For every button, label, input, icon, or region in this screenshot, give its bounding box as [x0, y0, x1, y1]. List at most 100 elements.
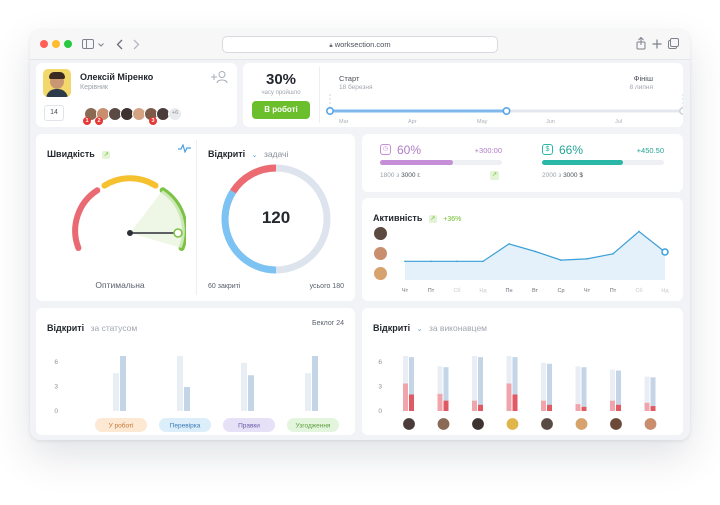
assignee-bar-overdue-dark[interactable] [616, 404, 621, 411]
forward-arrow-icon[interactable] [132, 39, 140, 50]
minimize-window-button[interactable] [52, 40, 60, 48]
notification-badge: 3 [149, 117, 157, 125]
assignee-avatar[interactable] [608, 416, 624, 432]
status-bar-light[interactable] [177, 356, 183, 411]
assignee-bar-light[interactable] [472, 356, 477, 411]
assignee-bar-overdue-dark[interactable] [650, 406, 656, 411]
assignee-bar-light[interactable] [437, 366, 443, 411]
assignee-avatar[interactable] [539, 416, 555, 432]
speed-gauge [72, 175, 186, 251]
timeline-month-label: May [477, 119, 488, 125]
money-detail: 2000 з 3000 $ [542, 172, 583, 179]
status-bar-dark[interactable] [120, 356, 126, 411]
assignee-avatar[interactable] [470, 416, 486, 432]
status-bar-dark[interactable] [312, 356, 318, 411]
status-bar-light[interactable] [113, 373, 119, 411]
tabs-overview-icon[interactable] [668, 38, 679, 49]
assignee-bar-overdue-dark[interactable] [512, 394, 518, 412]
assignee-bar-overdue-dark[interactable] [409, 394, 414, 412]
assignee-bar-dark[interactable] [478, 357, 483, 411]
assignee-bar-overdue[interactable] [541, 400, 546, 411]
donut-red-arc [230, 164, 277, 194]
status-bar-light[interactable] [241, 362, 247, 411]
status-bar-dark[interactable] [184, 386, 190, 411]
status-pill-label: Перевірка [170, 422, 201, 430]
timeline[interactable]: Mar Apr May Jun Jul [323, 93, 683, 127]
new-tab-icon[interactable] [652, 39, 662, 49]
profile-avatar[interactable] [43, 69, 71, 97]
status-bar-dark[interactable] [248, 375, 254, 411]
speed-title-text: Швидкість [47, 149, 95, 159]
donut-blue-arc [221, 189, 277, 274]
open-tasks-donut [221, 164, 331, 274]
assignee-avatar[interactable] [401, 416, 417, 432]
assignee-bar-dark[interactable] [443, 367, 449, 411]
divider [319, 67, 320, 123]
assignee-bar-light[interactable] [644, 376, 650, 411]
assignee-bar-dark[interactable] [581, 367, 587, 411]
assignee-bar-overdue[interactable] [506, 383, 512, 412]
y-tick-label: 6 [378, 359, 382, 366]
assignee-bar-dark[interactable] [616, 370, 621, 411]
assignee-avatar[interactable] [505, 416, 520, 432]
assignee-bar-overdue[interactable] [472, 400, 477, 411]
assignee-bar-overdue[interactable] [437, 393, 443, 411]
status-button[interactable]: В роботі [252, 101, 310, 119]
time-detail-used: 1800 з [380, 172, 400, 179]
notification-badge: 1 [83, 117, 91, 125]
chevron-down-icon: ⌄ [416, 326, 423, 333]
assignee-bar-dark[interactable] [409, 357, 414, 411]
status-pill[interactable] [223, 418, 275, 432]
timeline-month-label: Apr [408, 119, 417, 125]
back-arrow-icon[interactable] [116, 39, 124, 50]
assignee-chart-title-text: Відкриті [373, 323, 411, 333]
assignee-bar-overdue-dark[interactable] [547, 404, 552, 411]
finish-marker [679, 107, 683, 115]
status-bar-light[interactable] [305, 373, 311, 411]
share-icon[interactable] [636, 37, 646, 50]
assignee-bar-overdue-dark[interactable] [443, 400, 449, 411]
assignee-avatar[interactable] [643, 416, 658, 432]
assignee-bar-overdue-dark[interactable] [478, 404, 483, 411]
assignee-bar-overdue[interactable] [610, 400, 615, 411]
activity-avatar[interactable] [373, 226, 388, 241]
status-pill[interactable] [159, 418, 211, 432]
start-marker [325, 107, 335, 116]
gauge-red-segment [72, 187, 101, 251]
assignee-bar-overdue[interactable] [403, 383, 408, 412]
maximize-window-button[interactable] [64, 40, 72, 48]
chevron-down-icon[interactable] [98, 42, 104, 48]
assignee-bar-overdue[interactable] [644, 402, 650, 411]
finish-date: 8 липня [629, 84, 653, 91]
activity-point[interactable] [661, 248, 669, 256]
assignee-bar-overdue[interactable] [575, 404, 581, 411]
address-bar[interactable]: 🔒︎ worksection.com [222, 36, 498, 53]
assignee-bar-light[interactable] [541, 362, 546, 411]
add-user-icon[interactable] [211, 70, 229, 84]
close-window-button[interactable] [40, 40, 48, 48]
closed-label: 60 закриті [208, 283, 241, 290]
pulse-icon[interactable] [178, 144, 191, 153]
money-detail-total: 3000 $ [563, 172, 583, 179]
more-members[interactable]: +6 [168, 107, 182, 121]
assignee-bar-dark[interactable] [547, 363, 552, 411]
status-pill[interactable] [287, 418, 339, 432]
assignee-bar-light[interactable] [610, 369, 615, 411]
assignee-bar-dark[interactable] [650, 377, 656, 411]
start-date: 18 березня [339, 84, 373, 91]
assignee-bar-light[interactable] [575, 366, 581, 411]
y-tick-label: 3 [54, 384, 58, 391]
activity-avatar[interactable] [373, 266, 388, 281]
assignee-avatar[interactable] [574, 416, 589, 432]
current-marker[interactable] [502, 107, 511, 116]
assignee-avatar[interactable] [436, 416, 451, 432]
assignee-bar-overdue-dark[interactable] [581, 406, 587, 411]
open-tasks-title[interactable]: Відкриті ⌄ задачі [208, 144, 288, 162]
status-pill[interactable] [95, 418, 147, 432]
activity-avatar[interactable] [373, 246, 388, 261]
assignee-chart-title[interactable]: Відкриті ⌄ за виконавцем [373, 318, 487, 336]
assignee-bar-dark[interactable] [512, 357, 518, 411]
sidebar-icon[interactable] [82, 39, 94, 49]
speed-status: Оптимальна [95, 280, 145, 290]
timeline-month-label: Jul [615, 119, 622, 125]
